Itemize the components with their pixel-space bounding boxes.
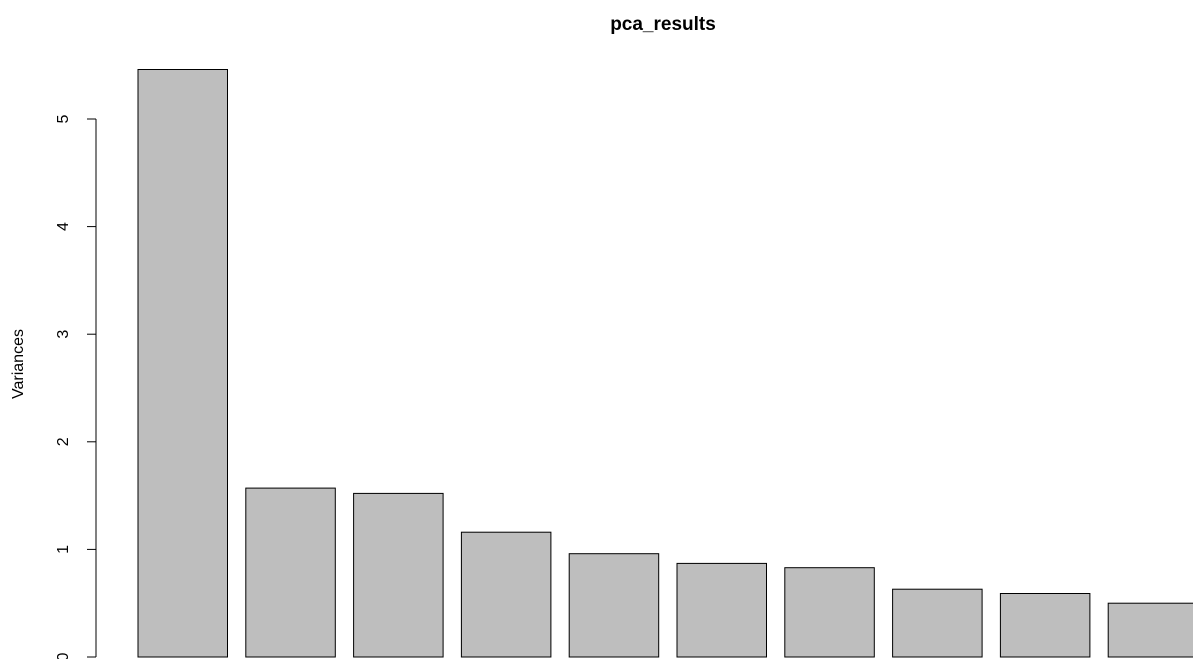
y-tick-label: 3	[55, 330, 72, 339]
y-tick-label: 0	[55, 652, 72, 659]
bar-pc7	[784, 567, 875, 658]
bar-pc2	[245, 487, 336, 658]
bar-pc4	[460, 531, 552, 658]
bar-pc9	[999, 593, 1091, 658]
y-tick-label: 5	[55, 114, 72, 123]
bar-pc5	[568, 553, 660, 658]
chart-title: pca_results	[610, 14, 716, 35]
y-tick-label: 4	[55, 222, 72, 231]
y-axis-label: Variances	[10, 329, 27, 399]
y-tick-label: 2	[55, 437, 72, 446]
bar-pc6	[676, 562, 767, 658]
bar-pc1	[137, 69, 228, 658]
y-axis: 0 1 2 3 4 5	[55, 114, 97, 659]
bar-pc10	[1107, 602, 1193, 658]
y-tick-label: 1	[55, 545, 72, 554]
bar-pc3	[353, 492, 444, 658]
bars	[137, 69, 1193, 658]
bar-pc8	[892, 588, 983, 658]
